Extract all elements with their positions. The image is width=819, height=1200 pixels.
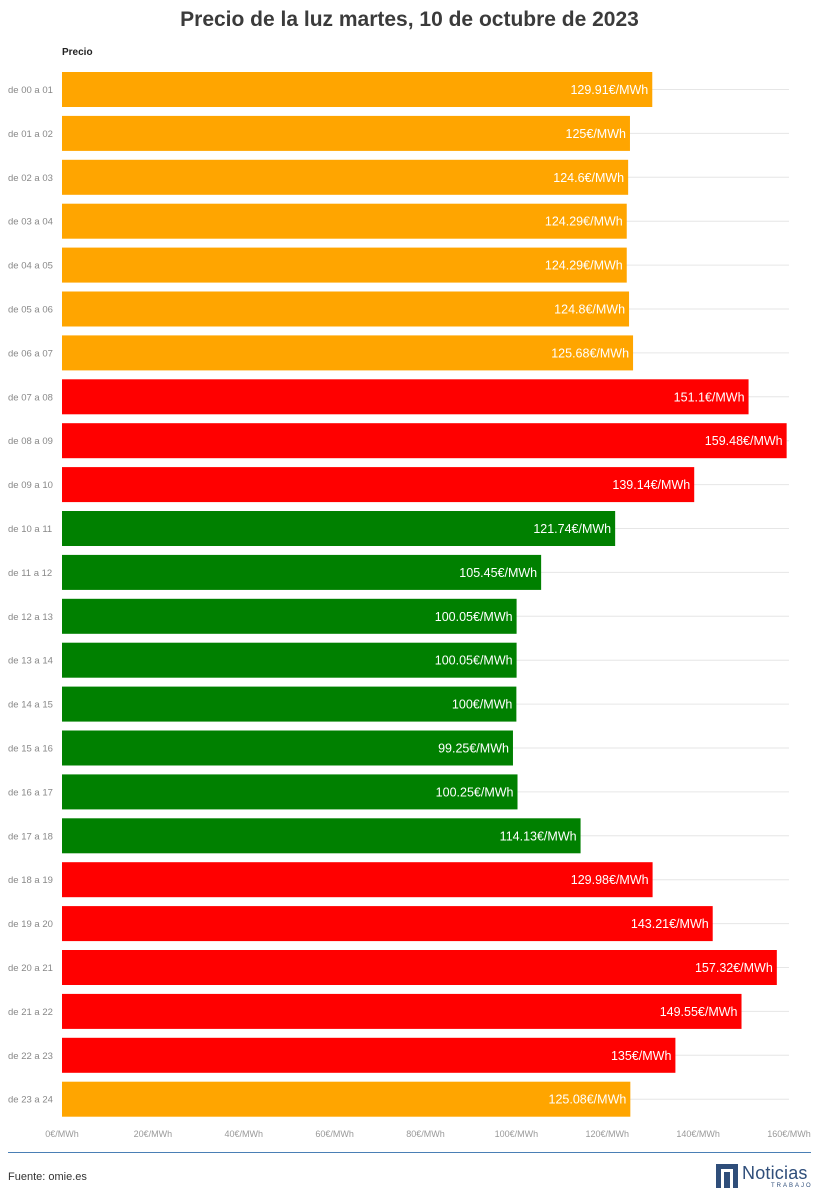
category-label: de 09 a 10 bbox=[8, 480, 53, 491]
data-label: 100€/MWh bbox=[452, 698, 512, 712]
bar bbox=[62, 730, 513, 766]
data-label: 135€/MWh bbox=[611, 1049, 671, 1063]
data-label: 100.05€/MWh bbox=[435, 654, 513, 668]
data-label: 124.29€/MWh bbox=[545, 215, 623, 229]
data-label: 149.55€/MWh bbox=[660, 1005, 738, 1019]
logo-subtitle: TRABAJO bbox=[771, 1183, 813, 1189]
data-label: 124.6€/MWh bbox=[553, 171, 624, 185]
category-label: de 04 a 05 bbox=[8, 261, 53, 272]
bar bbox=[62, 862, 653, 898]
bar bbox=[62, 906, 713, 942]
category-label: de 07 a 08 bbox=[8, 392, 53, 403]
data-label: 100.25€/MWh bbox=[436, 785, 514, 799]
x-tick-label: 40€/MWh bbox=[224, 1129, 263, 1139]
data-label: 121.74€/MWh bbox=[533, 522, 611, 536]
data-label: 143.21€/MWh bbox=[631, 917, 709, 931]
bar bbox=[62, 335, 634, 371]
bar bbox=[62, 379, 749, 415]
bar bbox=[62, 247, 627, 283]
logo-mark-icon bbox=[716, 1164, 738, 1188]
bar bbox=[62, 1037, 676, 1073]
category-label: de 22 a 23 bbox=[8, 1051, 53, 1062]
bar bbox=[62, 72, 653, 107]
noticias-trabajo-logo: Noticias TRABAJO bbox=[716, 1163, 812, 1191]
data-label: 125€/MWh bbox=[566, 127, 626, 141]
data-label: 114.13€/MWh bbox=[500, 829, 577, 843]
category-label: de 01 a 02 bbox=[8, 129, 53, 140]
bar bbox=[62, 1081, 631, 1117]
category-label: de 02 a 03 bbox=[8, 173, 53, 184]
data-label: 139.14€/MWh bbox=[612, 478, 690, 492]
category-label: de 11 a 12 bbox=[8, 568, 52, 579]
category-label: de 12 a 13 bbox=[8, 612, 53, 623]
bar bbox=[62, 554, 542, 590]
x-tick-label: 160€/MWh bbox=[767, 1129, 811, 1139]
source-note: Fuente: omie.es bbox=[8, 1171, 87, 1183]
category-label: de 15 a 16 bbox=[8, 744, 53, 755]
data-label: 105.45€/MWh bbox=[459, 566, 537, 580]
bar bbox=[62, 115, 630, 151]
data-label: 125.08€/MWh bbox=[549, 1093, 627, 1107]
category-label: de 21 a 22 bbox=[8, 1007, 53, 1018]
data-label: 100.05€/MWh bbox=[435, 610, 513, 624]
logo-name: Noticias bbox=[742, 1163, 808, 1183]
bar bbox=[62, 598, 517, 634]
bar-chart: de 00 a 01 129.91€/MWh de 01 a 02 125€/MWh d… bbox=[8, 72, 811, 1139]
bar bbox=[62, 511, 616, 546]
category-label: de 08 a 09 bbox=[8, 436, 53, 447]
footer-divider bbox=[8, 1152, 811, 1153]
category-label: de 17 a 18 bbox=[8, 831, 53, 842]
data-label: 159.48€/MWh bbox=[705, 434, 783, 448]
category-label: de 16 a 17 bbox=[8, 787, 53, 798]
category-label: de 00 a 01 bbox=[8, 85, 53, 96]
x-tick-label: 20€/MWh bbox=[134, 1129, 173, 1139]
bar bbox=[62, 686, 517, 722]
chart-title: Precio de la luz martes, 10 de octubre d… bbox=[180, 8, 639, 31]
x-tick-label: 80€/MWh bbox=[406, 1129, 445, 1139]
category-label: de 13 a 14 bbox=[8, 656, 53, 667]
category-label: de 03 a 04 bbox=[8, 217, 53, 228]
data-label: 151.1€/MWh bbox=[674, 390, 745, 404]
bar bbox=[62, 159, 629, 195]
bar bbox=[62, 423, 787, 459]
data-label: 124.8€/MWh bbox=[554, 303, 625, 317]
category-label: de 10 a 11 bbox=[8, 524, 52, 535]
bar bbox=[62, 203, 627, 239]
category-label: de 05 a 06 bbox=[8, 305, 53, 316]
bar bbox=[62, 291, 630, 327]
category-label: de 18 a 19 bbox=[8, 875, 53, 886]
data-label: 124.29€/MWh bbox=[545, 259, 623, 273]
column-header: Precio bbox=[62, 47, 93, 58]
category-label: de 06 a 07 bbox=[8, 348, 53, 359]
x-tick-label: 120€/MWh bbox=[585, 1129, 629, 1139]
x-tick-label: 140€/MWh bbox=[676, 1129, 720, 1139]
bar bbox=[62, 950, 777, 985]
x-tick-label: 0€/MWh bbox=[45, 1129, 79, 1139]
category-label: de 19 a 20 bbox=[8, 919, 53, 930]
data-label: 157.32€/MWh bbox=[695, 961, 773, 975]
data-label: 129.98€/MWh bbox=[571, 873, 649, 887]
bar bbox=[62, 818, 581, 854]
bar bbox=[62, 774, 518, 810]
category-label: de 23 a 24 bbox=[8, 1095, 53, 1106]
data-label: 99.25€/MWh bbox=[438, 742, 509, 756]
data-label: 125.68€/MWh bbox=[551, 346, 629, 360]
x-tick-label: 100€/MWh bbox=[495, 1129, 539, 1139]
bar bbox=[62, 642, 517, 678]
category-label: de 20 a 21 bbox=[8, 963, 53, 974]
category-label: de 14 a 15 bbox=[8, 700, 53, 711]
x-tick-label: 60€/MWh bbox=[315, 1129, 354, 1139]
data-label: 129.91€/MWh bbox=[570, 83, 648, 97]
bar bbox=[62, 993, 742, 1029]
bar bbox=[62, 467, 695, 503]
